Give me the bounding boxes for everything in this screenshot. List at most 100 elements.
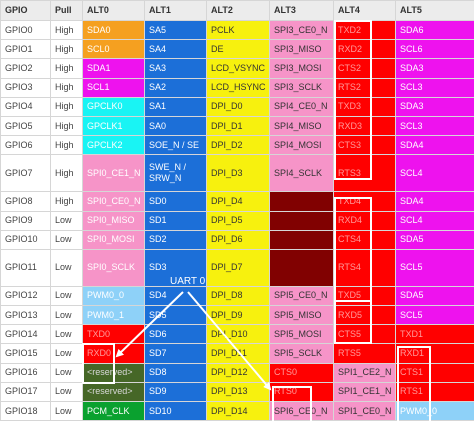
pull-cell: High (50, 135, 83, 156)
alt1-cell: SA0 (144, 115, 207, 137)
alt2-cell: LCD_HSYNC (206, 77, 270, 98)
alt3-cell (269, 191, 334, 212)
table-row: GPIO6 High GPCLK2 SOE_N / SE DPI_D2 SPI4_MOSI… (0, 135, 474, 156)
alt4-cell: SPI1_CE0_N (333, 400, 396, 422)
alt5-cell: SCL4 (395, 154, 474, 193)
gpio-cell: GPIO7 (0, 154, 51, 193)
pull-cell: Low (50, 324, 83, 345)
gpio-cell: GPIO5 (0, 115, 51, 137)
table-row: GPIO12 Low PWM0_0 SD4 DPI_D8 SPI5_CE0_N TXD5 SD… (0, 285, 474, 307)
alt5-cell: TXD1 (395, 324, 474, 345)
gpio-cell: GPIO14 (0, 324, 51, 345)
alt0-cell: SCL1 (82, 77, 145, 98)
alt3-cell (269, 248, 334, 287)
alt2-cell: LCD_VSYNC (206, 58, 270, 79)
gpio-cell: GPIO13 (0, 305, 51, 326)
alt0-cell: SPI0_CE1_N (82, 154, 145, 193)
table-row: GPIO0 High SDA0 SA5 PCLK SPI3_CE0_N TXD2 SDA6 (0, 19, 474, 41)
table-row: GPIO7 High SPI0_CE1_N SWE_N / SRW_N DPI_D3 SP… (0, 154, 474, 193)
alt2-cell: DPI_D2 (206, 135, 270, 156)
alt0-cell: SCL0 (82, 39, 145, 60)
table-row: GPIO18 Low PCM_CLK SD10 DPI_D14 SPI6_CE0_N SPI… (0, 400, 474, 422)
alt5-cell: SDA4 (395, 135, 474, 156)
alt5-cell: SDA5 (395, 229, 474, 250)
alt2-cell: DPI_D13 (206, 381, 270, 403)
alt3-cell (269, 210, 334, 231)
column-header-alt2: ALT2 (206, 0, 270, 21)
alt0-cell: <reserved> (82, 362, 145, 383)
gpio-cell: GPIO16 (0, 362, 51, 383)
alt2-cell: DPI_D1 (206, 115, 270, 137)
alt2-cell: DPI_D0 (206, 96, 270, 117)
alt0-cell: PWM0_1 (82, 305, 145, 326)
gpio-cell: GPIO17 (0, 381, 51, 403)
pull-cell: Low (50, 400, 83, 422)
table-row: GPIO8 High SPI0_CE0_N SD0 DPI_D4 TXD4 SDA4 (0, 191, 474, 212)
alt4-cell: RTS5 (333, 343, 396, 364)
alt3-cell: SPI3_CE0_N (269, 19, 334, 41)
alt5-cell: RTS1 (395, 381, 474, 403)
table-body: GPIO0 High SDA0 SA5 PCLK SPI3_CE0_N TXD2 SDA6 GP… (0, 19, 474, 422)
alt0-cell: GPCLK0 (82, 96, 145, 117)
alt4-cell: RTS3 (333, 154, 396, 193)
alt2-cell: DPI_D6 (206, 229, 270, 250)
table-row: GPIO2 High SDA1 SA3 LCD_VSYNC SPI3_MOSI CTS2 SD… (0, 58, 474, 79)
pull-cell: Low (50, 305, 83, 326)
table-row: GPIO1 High SCL0 SA4 DE SPI3_MISO RXD2 SCL6 (0, 39, 474, 60)
alt4-cell: TXD3 (333, 96, 396, 117)
alt2-cell: DPI_D7 (206, 248, 270, 287)
alt1-cell: SA1 (144, 96, 207, 117)
alt5-cell: PWM0_0 (395, 400, 474, 422)
alt2-cell: DPI_D4 (206, 191, 270, 212)
table-row: GPIO14 Low TXD0 SD6 DPI_D10 SPI5_MOSI CTS5 TXD1 (0, 324, 474, 345)
table-row: GPIO13 Low PWM0_1 SD5 DPI_D9 SPI5_MISO RXD5 SCL… (0, 305, 474, 326)
alt1-cell: SD0 (144, 191, 207, 212)
table-row: GPIO11 Low SPI0_SCLK SD3 DPI_D7 RTS4 SCL5 (0, 248, 474, 287)
alt3-cell: SPI6_CE0_N (269, 400, 334, 422)
alt3-cell: SPI5_MOSI (269, 324, 334, 345)
alt4-cell: CTS3 (333, 135, 396, 156)
alt2-cell: DE (206, 39, 270, 60)
alt4-cell: TXD5 (333, 285, 396, 307)
alt1-cell: SA2 (144, 77, 207, 98)
alt1-cell: SD4 (144, 285, 207, 307)
alt2-cell: DPI_D11 (206, 343, 270, 364)
alt1-cell: SA3 (144, 58, 207, 79)
column-header-alt5: ALT5 (395, 0, 474, 21)
alt2-cell: DPI_D10 (206, 324, 270, 345)
pull-cell: High (50, 154, 83, 193)
alt1-cell: SA5 (144, 19, 207, 41)
alt4-cell: CTS2 (333, 58, 396, 79)
alt2-cell: DPI_D9 (206, 305, 270, 326)
gpio-cell: GPIO15 (0, 343, 51, 364)
alt5-cell: SCL5 (395, 305, 474, 326)
alt1-cell: SD3 (144, 248, 207, 287)
alt2-cell: DPI_D14 (206, 400, 270, 422)
alt5-cell: SCL5 (395, 248, 474, 287)
column-header-alt1: ALT1 (144, 0, 207, 21)
gpio-cell: GPIO8 (0, 191, 51, 212)
alt4-cell: TXD4 (333, 191, 396, 212)
alt1-cell: SD7 (144, 343, 207, 364)
alt3-cell: SPI4_MOSI (269, 135, 334, 156)
alt3-cell: SPI3_SCLK (269, 77, 334, 98)
gpio-cell: GPIO6 (0, 135, 51, 156)
pull-cell: High (50, 58, 83, 79)
pull-cell: Low (50, 248, 83, 287)
gpio-cell: GPIO9 (0, 210, 51, 231)
alt2-cell: DPI_D12 (206, 362, 270, 383)
table-row: GPIO9 Low SPI0_MISO SD1 DPI_D5 RXD4 SCL4 (0, 210, 474, 231)
alt3-cell: SPI4_MISO (269, 115, 334, 137)
table-row: GPIO10 Low SPI0_MOSI SD2 DPI_D6 CTS4 SDA5 (0, 229, 474, 250)
alt4-cell: TXD2 (333, 19, 396, 41)
alt4-cell: CTS5 (333, 324, 396, 345)
alt5-cell: CTS1 (395, 362, 474, 383)
table-header: GPIO Pull ALT0 ALT1 ALT2 ALT3 ALT4 ALT5 (0, 0, 474, 21)
alt0-cell: SDA0 (82, 19, 145, 41)
gpio-cell: GPIO4 (0, 96, 51, 117)
alt5-cell: SCL6 (395, 39, 474, 60)
alt1-cell: SD2 (144, 229, 207, 250)
gpio-cell: GPIO10 (0, 229, 51, 250)
alt4-cell: RXD2 (333, 39, 396, 60)
alt4-cell: RTS2 (333, 77, 396, 98)
